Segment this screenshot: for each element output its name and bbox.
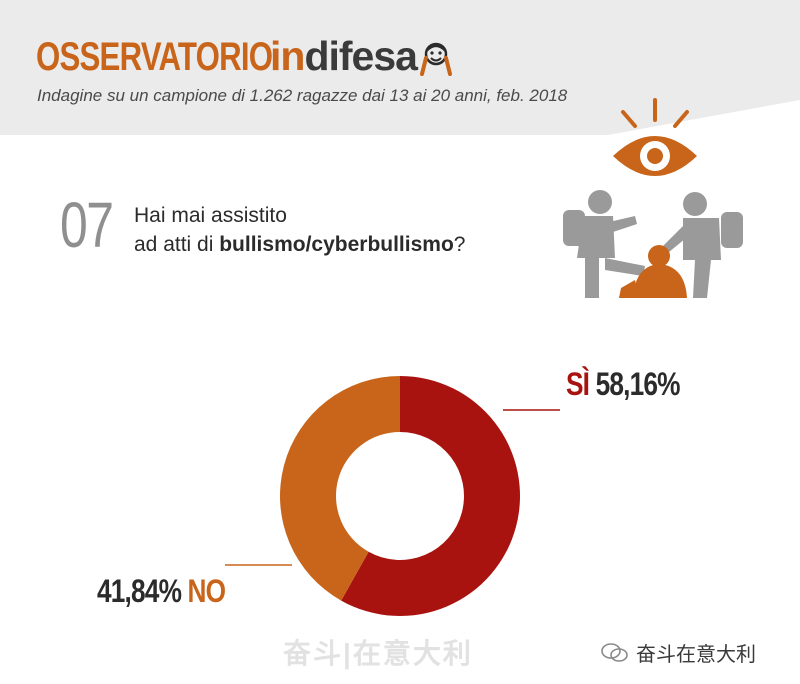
eye-icon — [613, 98, 697, 176]
bully-right-figure — [663, 192, 743, 298]
question-line-1: Hai mai assistito — [134, 204, 287, 227]
question-text: Hai mai assistito ad atti di bullismo/cy… — [134, 201, 534, 259]
brand-indifesa: indifesa — [270, 33, 418, 80]
question-line-2-suffix: ? — [453, 233, 466, 256]
watermark-right-text: 奋斗在意大利 — [636, 644, 756, 666]
brand-in: in — [270, 33, 305, 79]
header-diagonal — [0, 100, 800, 160]
girl-face-icon — [419, 42, 452, 76]
label-no: 41,84% NO — [97, 573, 227, 610]
wechat-icon — [601, 642, 628, 662]
header-band — [0, 0, 800, 135]
label-no-category: NO — [187, 573, 227, 609]
brand-difesa: difesa — [304, 33, 417, 79]
brand-logo: OSSERVATORIO indifesa — [36, 33, 453, 80]
donut-slice-si — [341, 376, 521, 616]
question-line-2-prefix: ad atti di — [134, 233, 220, 256]
victim-figure — [619, 245, 687, 298]
question-line-2: ad atti di bullismo/cyberbullismo? — [134, 230, 534, 259]
bullying-illustration — [563, 98, 743, 298]
label-si: SÌ 58,16% — [566, 366, 681, 403]
bully-left-figure — [563, 190, 645, 298]
label-si-value: 58,16% — [595, 366, 681, 402]
watermark-left: 奋斗|在意大利 — [283, 638, 473, 669]
question-line-2-bold: bullismo/cyberbullismo — [219, 233, 454, 256]
label-no-value: 41,84% — [97, 573, 182, 609]
donut-slice-no — [280, 376, 400, 601]
label-si-category: SÌ — [566, 366, 590, 402]
survey-subtitle: Indagine su un campione di 1.262 ragazze… — [37, 86, 568, 105]
watermark-right: 奋斗在意大利 — [600, 638, 756, 667]
question-number: 07 — [60, 189, 114, 261]
